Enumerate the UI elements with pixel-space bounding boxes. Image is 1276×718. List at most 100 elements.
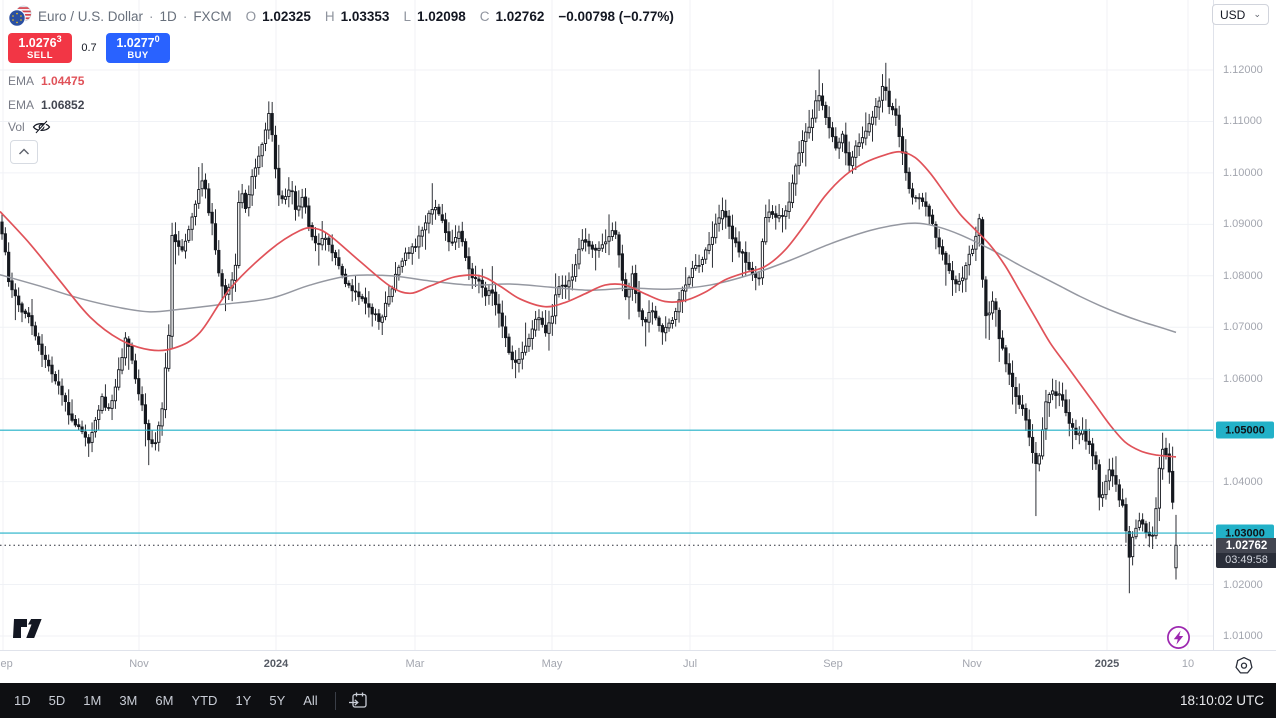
range-button-5y[interactable]: 5Y <box>269 693 286 708</box>
candle-down <box>407 252 411 254</box>
candle-down <box>474 277 478 280</box>
candle-down <box>1114 475 1118 485</box>
eye-slash-icon[interactable] <box>32 120 51 134</box>
tradingview-logo[interactable] <box>13 616 47 642</box>
candle-down <box>213 223 218 251</box>
candle-up <box>323 237 328 240</box>
price-tick-label: 1.12000 <box>1223 64 1263 76</box>
candle-down <box>357 291 361 298</box>
current-price-label[interactable]: 1.02762 03:49:58 <box>1216 538 1276 569</box>
price-axis[interactable]: 1.12000 1.11000 1.10000 1.09000 1.08000 1.070… <box>1213 0 1276 650</box>
candle-up <box>760 241 765 279</box>
range-button-1d[interactable]: 1D <box>14 693 31 708</box>
instant-trading-icon[interactable] <box>1166 625 1191 650</box>
candle-down <box>270 113 274 136</box>
time-tick-label: Sep <box>0 658 13 670</box>
candle-up <box>787 201 791 212</box>
candle-down <box>367 303 371 308</box>
chevron-down-icon: ⌄ <box>1253 9 1261 19</box>
candle-down <box>60 385 64 396</box>
candle-up <box>420 229 424 237</box>
range-button-all[interactable]: All <box>303 693 318 708</box>
candle-up <box>677 299 681 313</box>
candle-down <box>660 325 664 333</box>
candle-up <box>647 311 651 323</box>
candle-down <box>460 230 464 243</box>
candle-down <box>590 244 594 250</box>
range-button-1m[interactable]: 1M <box>83 693 102 708</box>
timeframe-value[interactable]: 1D <box>159 8 177 24</box>
candle-up <box>197 189 201 204</box>
clock-utc[interactable]: 18:10:02 UTC <box>1179 693 1264 708</box>
range-button-5d[interactable]: 5D <box>48 693 66 708</box>
candle-up <box>250 176 254 196</box>
candle-up <box>1104 480 1108 496</box>
candle-up <box>574 264 578 277</box>
candle-down <box>147 423 151 441</box>
range-button-6m[interactable]: 6M <box>155 693 174 708</box>
candle-down <box>734 237 738 244</box>
candle-down <box>373 313 378 316</box>
range-button-1y[interactable]: 1Y <box>235 693 252 708</box>
symbol-name[interactable]: Euro / U.S. Dollar <box>38 8 144 24</box>
indicator-ema-fast[interactable]: EMA 1.04475 <box>8 74 84 88</box>
candle-up <box>1047 394 1051 404</box>
candle-up <box>1050 390 1055 395</box>
price-level-label[interactable]: 1.05000 <box>1216 421 1274 439</box>
go-to-date-button[interactable] <box>348 690 369 711</box>
candle-down <box>947 263 951 272</box>
candle-up <box>1151 534 1155 537</box>
candle-up <box>987 312 991 316</box>
chevron-up-icon <box>19 148 29 155</box>
time-axis[interactable]: Sep Nov 2024 Mar May Jul Sep Nov 2025 10 <box>0 650 1276 684</box>
candle-up <box>714 223 718 239</box>
candle-up <box>970 248 975 254</box>
candle-down <box>1117 484 1121 501</box>
currency-selector[interactable]: USD ⌄ <box>1212 4 1269 25</box>
candle-down <box>984 279 988 317</box>
price-tick-label: 1.06000 <box>1223 372 1263 385</box>
candle-up <box>110 400 114 409</box>
range-button-ytd[interactable]: YTD <box>191 693 218 708</box>
candle-up <box>534 318 538 331</box>
candle-down <box>1017 395 1021 405</box>
buy-button[interactable]: 1.02770 BUY <box>106 33 170 63</box>
candlestick-chart[interactable] <box>0 0 1213 650</box>
candle-down <box>80 426 84 432</box>
candle-down <box>440 214 444 221</box>
candle-down <box>20 303 24 313</box>
candle-up <box>854 145 858 158</box>
candle-up <box>233 264 238 281</box>
candle-up <box>163 367 168 411</box>
candle-down <box>654 310 658 319</box>
indicator-ema-slow[interactable]: EMA 1.06852 <box>8 98 84 112</box>
candle-down <box>937 237 941 248</box>
indicator-volume[interactable]: Vol <box>8 120 51 134</box>
candle-up <box>410 246 414 254</box>
candle-down <box>587 240 591 247</box>
candle-down <box>634 272 638 294</box>
price-scale-target-icon[interactable] <box>1233 655 1255 677</box>
collapse-legend-button[interactable] <box>10 140 38 164</box>
candle-up <box>423 222 428 231</box>
candle-down <box>944 252 948 265</box>
candle-down <box>443 219 448 234</box>
candle-down <box>203 179 208 190</box>
sell-label: SELL <box>27 49 53 61</box>
low-value: 1.02098 <box>416 8 466 24</box>
range-button-3m[interactable]: 3M <box>119 693 138 708</box>
candle-down <box>1171 470 1175 503</box>
sell-button[interactable]: 1.02763 SELL <box>8 33 72 63</box>
candle-up <box>267 113 271 131</box>
candle-down <box>1000 337 1005 349</box>
candle-up <box>687 277 691 285</box>
candle-down <box>150 439 154 445</box>
exchange-name: FXCM <box>193 8 232 24</box>
candle-up <box>794 165 798 185</box>
candle-down <box>337 257 341 267</box>
candle-down <box>737 241 741 253</box>
price-level-label[interactable]: 1.03000 <box>1216 524 1274 542</box>
date-range-switcher: 1D 5D 1M 3M 6M YTD 1Y 5Y All <box>5 683 327 718</box>
time-tick-label: 10 <box>1181 658 1195 670</box>
